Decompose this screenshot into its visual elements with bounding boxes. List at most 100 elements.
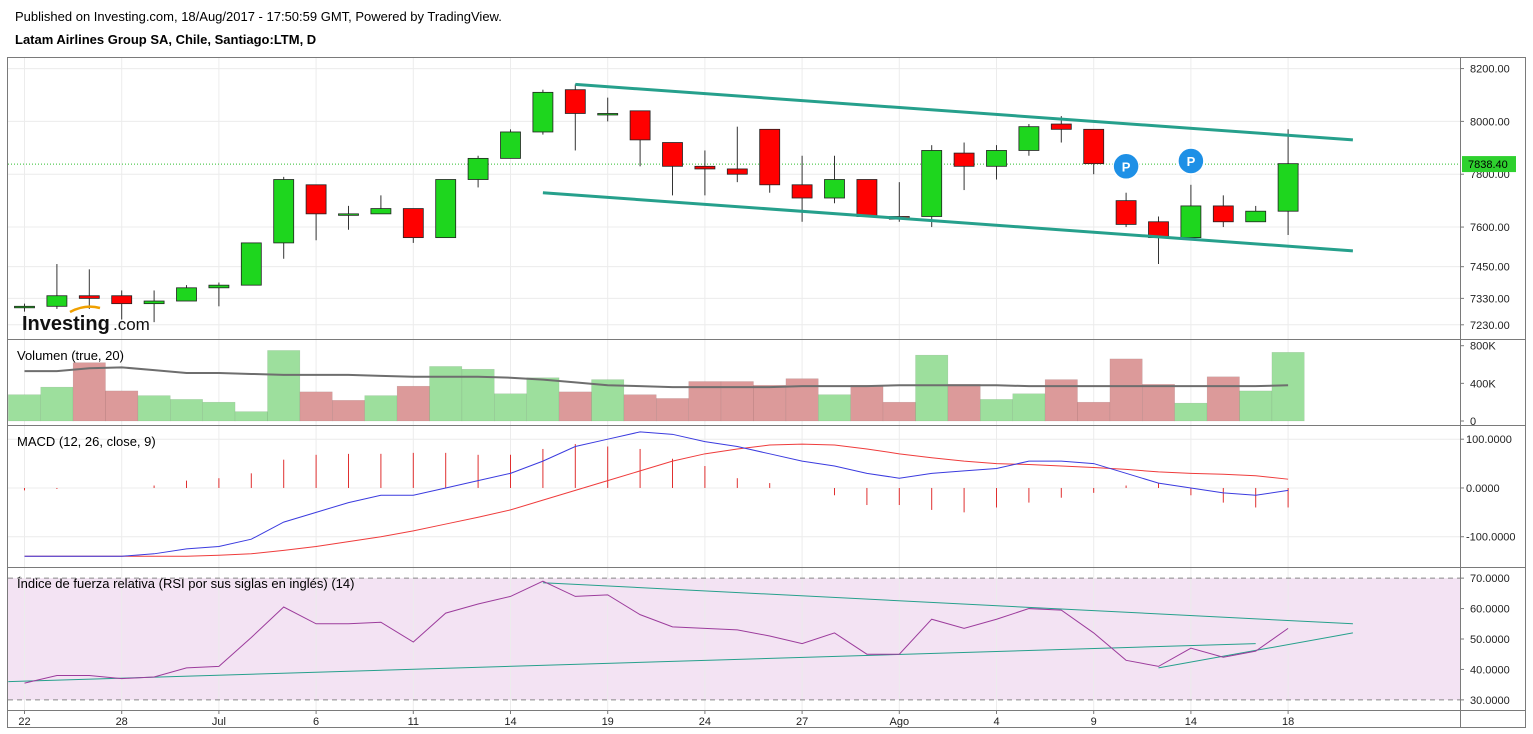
time-tick-label: 22 — [18, 716, 30, 728]
candle-body — [597, 113, 619, 116]
rsi-pane — [8, 577, 1460, 701]
candle-body — [500, 131, 521, 159]
price-tick-label: 7600.00 — [1470, 222, 1510, 234]
macd-pane — [24, 431, 1289, 557]
logo-swoosh-icon — [69, 305, 101, 314]
candle-body — [824, 179, 845, 199]
volume-bar — [202, 401, 236, 422]
volume-bar — [1109, 358, 1143, 422]
time-tick-label: 6 — [313, 716, 319, 728]
marker-circle — [1177, 147, 1205, 175]
candle-body — [629, 110, 651, 141]
macd-line — [24, 431, 1289, 557]
volume-bar — [234, 411, 268, 422]
candle-body — [662, 142, 683, 167]
candle-body — [921, 150, 943, 217]
price-tick-label: 7330.00 — [1470, 293, 1510, 305]
volume-bar — [396, 385, 430, 422]
time-tick-label: 11 — [408, 716, 419, 728]
rsi-tick-label: 60.0000 — [1470, 604, 1510, 616]
volume-bar — [526, 377, 560, 422]
volume-tick-label: 0 — [1470, 416, 1476, 428]
candle-body — [338, 213, 359, 216]
volume-ma-line — [24, 366, 1289, 389]
candle-body — [1050, 123, 1072, 130]
volume-bar — [753, 384, 787, 422]
rsi-trendline — [1158, 632, 1353, 669]
chart-frame — [7, 57, 1526, 728]
published-line: Published on Investing.com, 18/Aug/2017 … — [15, 9, 502, 24]
marker-p-icon: P — [1112, 152, 1140, 181]
investing-logo: Investing .com — [22, 305, 150, 335]
volume-pane — [8, 350, 1305, 422]
candle-body — [759, 128, 781, 186]
price-tick-label: 7450.00 — [1470, 262, 1510, 274]
rsi-trendline — [8, 643, 1256, 683]
candle-body — [435, 179, 457, 239]
volume-bar — [170, 399, 203, 422]
price-trendline — [575, 82, 1354, 142]
candle-body — [1018, 126, 1040, 151]
candle-body — [46, 295, 68, 307]
macd-signal-line — [24, 443, 1289, 557]
rsi-title: Índice de fuerza relativa (RSI por sus s… — [17, 576, 354, 591]
rsi-band — [8, 578, 1460, 700]
rsi-tick-label: 50.0000 — [1470, 634, 1510, 646]
candle-body — [791, 184, 813, 199]
candle-body — [370, 208, 392, 215]
rsi-tick-label: 70.0000 — [1470, 573, 1510, 585]
volume-bar — [72, 362, 106, 422]
volume-bar — [850, 384, 884, 422]
volume-tick-label: 400K — [1470, 378, 1496, 390]
marker-label: P — [1187, 154, 1196, 169]
price-tick-label: 8000.00 — [1470, 116, 1510, 128]
time-tick-label: 28 — [116, 716, 128, 728]
volume-bar — [1239, 390, 1273, 422]
candle-body — [273, 179, 295, 244]
volume-bar — [137, 395, 171, 422]
rsi-tick-label: 30.0000 — [1470, 695, 1510, 707]
volume-bar — [105, 390, 139, 422]
volume-bar — [494, 393, 527, 422]
volume-bar — [623, 394, 657, 422]
volume-bar — [980, 399, 1013, 422]
candle-body — [564, 89, 586, 114]
time-tick-label: 9 — [1091, 716, 1097, 728]
marker-label: P — [1122, 159, 1131, 174]
time-tick-label: 18 — [1282, 716, 1294, 728]
price-tick-label: 8200.00 — [1470, 64, 1510, 76]
candle-body — [208, 284, 230, 289]
price-tick-label: 7230.00 — [1470, 320, 1510, 332]
candle-body — [694, 165, 716, 170]
volume-tick-label: 800K — [1470, 341, 1496, 353]
rsi-tick-label: 40.0000 — [1470, 664, 1510, 676]
volume-bar — [1142, 384, 1175, 422]
macd-title: MACD (12, 26, close, 9) — [17, 434, 156, 449]
time-tick-label: 14 — [1185, 716, 1197, 728]
macd-tick-label: 0.0000 — [1466, 483, 1500, 495]
volume-bar — [40, 386, 74, 422]
candle-body — [1245, 210, 1267, 223]
candle-body — [726, 168, 748, 175]
volume-bar — [1077, 401, 1111, 422]
volume-bar — [8, 394, 41, 422]
time-tick-label: Jul — [212, 716, 226, 728]
candle-body — [1212, 205, 1234, 223]
volume-bar — [785, 378, 819, 422]
candle-body — [143, 300, 165, 305]
candle-body — [176, 287, 197, 302]
marker-circle — [1112, 152, 1140, 181]
volume-bar — [558, 391, 592, 422]
volume-bar — [267, 350, 301, 422]
volume-bar — [1174, 402, 1208, 422]
rsi-line — [24, 580, 1289, 684]
volume-bar — [882, 401, 916, 422]
candle-body — [1115, 200, 1137, 225]
symbol-title: Latam Airlines Group SA, Chile, Santiago… — [15, 32, 317, 47]
time-tick-label: 14 — [504, 716, 516, 728]
volume-bar — [429, 366, 463, 422]
time-tick-label: 27 — [796, 716, 808, 728]
candle-body — [402, 208, 424, 239]
